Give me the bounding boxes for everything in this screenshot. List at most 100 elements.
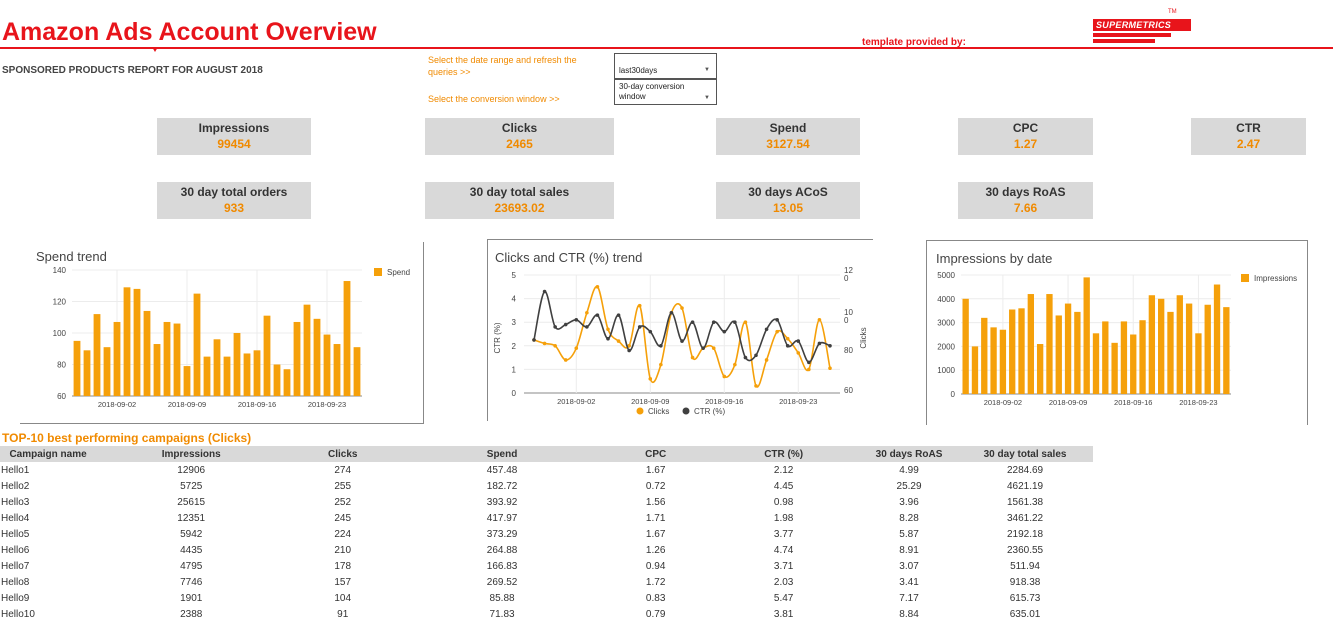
table-cell: 1901 (180, 592, 203, 604)
bar (173, 323, 181, 396)
bar (273, 364, 281, 396)
column-header[interactable]: Impressions (96, 446, 287, 462)
clicks-ctr-trend-chart: Clicks and CTR (%) trend 0 1 2 3 4 5 60 80 10 0 12… (487, 239, 873, 421)
table-cell: 2.12 (773, 464, 794, 476)
data-point (828, 344, 832, 348)
kpi-clicks: Clicks 2465 (425, 118, 614, 155)
column-header[interactable]: 30 days RoAS (860, 446, 958, 462)
bar (1018, 308, 1025, 394)
logo-trademark: TM (1168, 9, 1177, 15)
table-cell: 918.38 (1009, 576, 1041, 588)
table-cell: 8.91 (899, 544, 919, 556)
data-point (807, 360, 811, 365)
table-cell: 91 (337, 608, 349, 620)
supermetrics-logo[interactable]: SUPERMETRICS (1093, 19, 1191, 31)
data-point (743, 355, 748, 360)
bar (333, 344, 341, 396)
column-header[interactable]: 30 day total sales (957, 446, 1093, 462)
data-point (690, 355, 695, 360)
bar (1092, 333, 1100, 394)
table-cell: 2388 (180, 608, 203, 620)
date-range-select[interactable]: last30days ▼ (614, 53, 717, 79)
table-row: Hello2 5725 255 182.72 0.72 4.45 25.29 4621.19 (0, 478, 1093, 494)
table-cell: 157 (334, 576, 352, 588)
y-tick-label: 80 (57, 361, 66, 370)
kpi-value: 99454 (217, 137, 251, 151)
data-point (817, 318, 822, 322)
bar (243, 353, 251, 396)
y2-tick-label: 0 (844, 316, 849, 325)
table-cell: 7746 (180, 576, 203, 588)
campaigns-title: TOP-10 best performing campaigns (Clicks… (2, 431, 252, 445)
y-tick-label: 5000 (937, 271, 955, 280)
logo-stripe (1093, 39, 1155, 43)
bar (1139, 320, 1146, 394)
series-line (533, 285, 831, 388)
table-cell: 1.56 (645, 496, 666, 508)
column-header[interactable]: Campaign name (0, 446, 97, 462)
column-header[interactable]: Clicks (286, 446, 400, 462)
bar (1148, 295, 1156, 394)
legend-swatch (1241, 274, 1249, 282)
bar (981, 317, 988, 394)
y2-axis-label: Clicks (859, 327, 868, 348)
table-cell: 5.87 (899, 528, 919, 540)
bar (213, 339, 221, 396)
chart-title: Clicks and CTR (%) trend (495, 250, 643, 265)
header-divider-notch (152, 47, 158, 52)
bar (999, 329, 1007, 394)
table-cell: 25615 (177, 496, 206, 508)
bar (1176, 295, 1183, 394)
data-point (711, 346, 716, 350)
table-cell: 8.84 (899, 608, 919, 620)
table-cell: 1.98 (773, 512, 794, 524)
report-subtitle: SPONSORED PRODUCTS REPORT FOR AUGUST 201… (2, 65, 263, 76)
y-tick-label: 4000 (937, 295, 955, 304)
spend-trend-chart: Spend trend 60 80 100 120 140 2018-09-02 2018-… (20, 242, 424, 424)
table-cell: 7.17 (899, 592, 919, 604)
bar (1185, 303, 1193, 394)
table-cell: 417.97 (486, 512, 518, 524)
y-tick-label: 2 (512, 342, 517, 351)
header-divider (0, 47, 1333, 49)
table-row: Hello10 2388 91 71.83 0.79 3.81 8.84 635.01 (0, 606, 1093, 622)
table-cell: 3.77 (773, 528, 794, 540)
data-point (659, 362, 663, 367)
table-cell: Hello5 (1, 528, 30, 540)
chevron-down-icon: ▼ (704, 67, 710, 73)
bar (1120, 321, 1128, 394)
bar (203, 356, 211, 396)
table-cell: 5.47 (773, 592, 794, 604)
data-point (606, 327, 610, 332)
legend-swatch (682, 407, 690, 415)
bar (303, 304, 311, 396)
column-header[interactable]: CTR (%) (706, 446, 861, 462)
table-cell: 3.41 (899, 576, 919, 588)
x-tick-label: 2018-09-16 (238, 400, 276, 409)
kpi-total-sales: 30 day total sales 23693.02 (425, 182, 614, 219)
table-cell: 3461.22 (1006, 512, 1044, 524)
table-cell: 3.96 (899, 496, 919, 508)
table-cell: 12906 (177, 464, 206, 476)
column-header[interactable]: Spend (399, 446, 605, 462)
table-cell: 4.45 (773, 480, 794, 492)
bar (353, 347, 361, 396)
y2-tick-label: 12 (844, 266, 853, 275)
table-cell: 457.48 (486, 464, 518, 476)
bar (233, 333, 241, 396)
bar (1064, 303, 1072, 394)
data-point (775, 329, 779, 334)
table-cell: 104 (334, 592, 352, 604)
table-cell: 1561.38 (1006, 496, 1044, 508)
data-point (648, 377, 653, 381)
bar (293, 321, 301, 396)
column-header[interactable]: CPC (604, 446, 707, 462)
bar (313, 318, 321, 396)
data-point (743, 320, 748, 324)
kpi-label: CPC (1012, 121, 1039, 135)
conversion-window-select[interactable]: 30-day conversion window ▼ (614, 79, 717, 105)
data-point (796, 339, 801, 343)
table-cell: 274 (334, 464, 352, 476)
kpi-value: 2.47 (1236, 137, 1261, 151)
table-cell: 1.72 (645, 576, 666, 588)
